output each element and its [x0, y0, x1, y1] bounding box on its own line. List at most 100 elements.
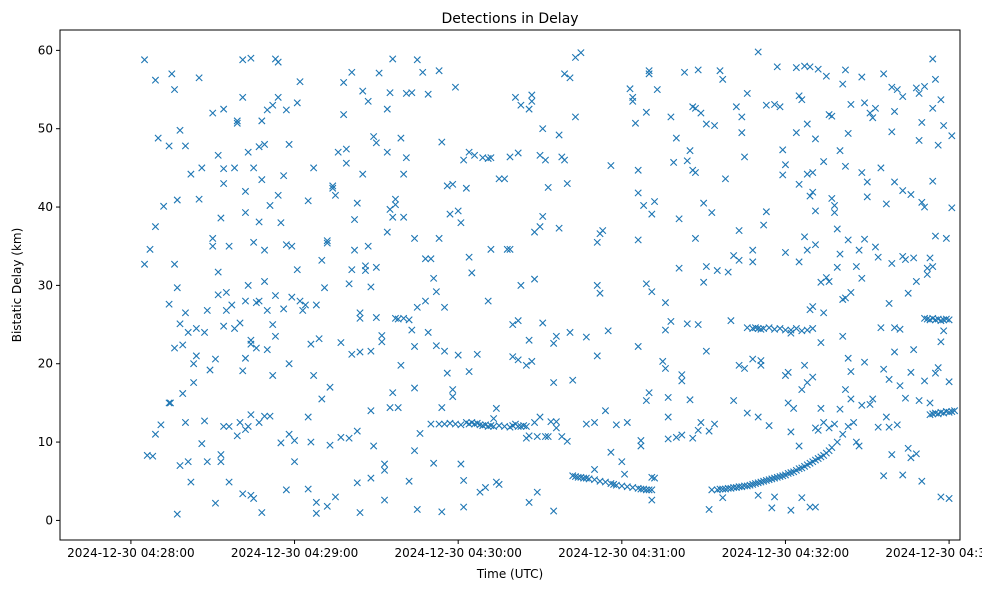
data-point: [307, 438, 315, 446]
data-point: [255, 418, 263, 427]
data-point: [811, 503, 820, 511]
data-point: [383, 105, 391, 113]
data-point: [241, 297, 250, 305]
data-point: [678, 371, 686, 379]
data-point: [312, 509, 320, 517]
data-point: [140, 260, 149, 268]
data-point: [871, 243, 880, 251]
data-point: [566, 74, 574, 82]
data-point: [220, 105, 228, 113]
data-points: [140, 48, 959, 518]
data-point: [749, 355, 757, 363]
data-point: [912, 277, 920, 286]
data-point: [329, 184, 337, 192]
data-point: [920, 377, 929, 385]
data-point: [550, 339, 558, 347]
data-point: [672, 134, 680, 142]
data-point: [367, 283, 375, 291]
data-point: [187, 478, 195, 486]
data-point: [430, 459, 438, 467]
data-point: [214, 151, 222, 159]
data-point: [435, 420, 443, 428]
data-point: [203, 306, 211, 315]
data-point: [280, 305, 288, 313]
data-point: [738, 129, 746, 137]
data-point: [642, 280, 650, 288]
data-point: [839, 332, 847, 340]
data-point: [408, 89, 416, 97]
data-point: [694, 320, 702, 329]
data-point: [571, 113, 580, 121]
data-point: [348, 68, 356, 76]
data-point: [612, 421, 620, 429]
data-point: [222, 306, 230, 315]
data-point: [809, 302, 817, 311]
data-point: [702, 120, 710, 128]
data-point: [391, 201, 400, 209]
data-point: [847, 100, 855, 109]
data-point: [440, 303, 449, 311]
data-point: [893, 85, 901, 94]
data-point: [233, 119, 241, 127]
data-point: [593, 238, 601, 246]
data-point: [353, 427, 361, 435]
data-point: [402, 154, 410, 162]
data-point: [511, 93, 520, 101]
data-point: [495, 480, 503, 488]
data-point: [858, 401, 866, 409]
data-point: [320, 284, 329, 292]
data-point: [743, 89, 751, 98]
x-tick-label: 2024-12-30 04:32:00: [722, 546, 849, 560]
data-point: [359, 170, 367, 178]
data-point: [735, 226, 743, 235]
data-point: [642, 108, 650, 116]
data-point: [454, 207, 462, 215]
data-point: [260, 277, 269, 286]
data-point: [839, 80, 847, 88]
data-point: [465, 148, 473, 156]
data-point: [151, 223, 160, 231]
data-point: [170, 85, 179, 94]
data-point: [942, 234, 950, 242]
data-point: [940, 327, 948, 335]
data-point: [173, 196, 181, 204]
data-point: [858, 168, 866, 177]
data-point: [601, 407, 610, 415]
data-point: [181, 418, 190, 427]
data-point: [817, 338, 825, 347]
data-point: [432, 342, 440, 350]
data-point: [697, 109, 705, 117]
data-point: [836, 405, 844, 413]
data-point: [555, 224, 563, 232]
data-point: [847, 395, 855, 403]
data-point: [907, 368, 915, 376]
data-point: [506, 153, 514, 161]
data-point: [566, 328, 574, 336]
data-point: [923, 270, 931, 279]
data-point: [547, 418, 555, 426]
data-point: [410, 342, 419, 351]
data-point: [863, 193, 871, 201]
data-point: [356, 508, 364, 517]
data-point: [372, 139, 380, 147]
data-point: [166, 399, 175, 407]
data-point: [847, 367, 855, 376]
data-point: [899, 93, 907, 101]
data-point: [323, 237, 331, 245]
data-point: [522, 361, 530, 369]
data-point: [260, 246, 269, 254]
data-point: [901, 394, 910, 402]
data-point: [255, 218, 263, 226]
data-point: [841, 162, 850, 170]
data-point: [667, 113, 675, 121]
data-point: [880, 365, 888, 373]
data-point: [803, 326, 811, 334]
data-point: [252, 344, 260, 352]
data-point: [814, 426, 822, 434]
data-point: [383, 228, 391, 236]
data-point: [890, 324, 899, 332]
data-point: [410, 447, 419, 455]
data-point: [901, 255, 910, 264]
data-point: [550, 378, 558, 387]
data-point: [282, 486, 290, 494]
